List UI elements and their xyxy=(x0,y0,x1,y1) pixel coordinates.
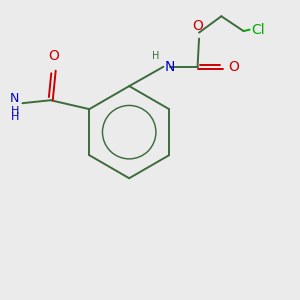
Text: N: N xyxy=(165,60,175,74)
Text: H: H xyxy=(11,112,19,122)
Text: H: H xyxy=(152,51,160,62)
Text: O: O xyxy=(48,49,59,63)
Text: N: N xyxy=(10,92,19,105)
Text: Cl: Cl xyxy=(251,22,265,37)
Text: O: O xyxy=(192,19,203,33)
Text: O: O xyxy=(228,60,239,74)
Text: H: H xyxy=(11,106,19,116)
